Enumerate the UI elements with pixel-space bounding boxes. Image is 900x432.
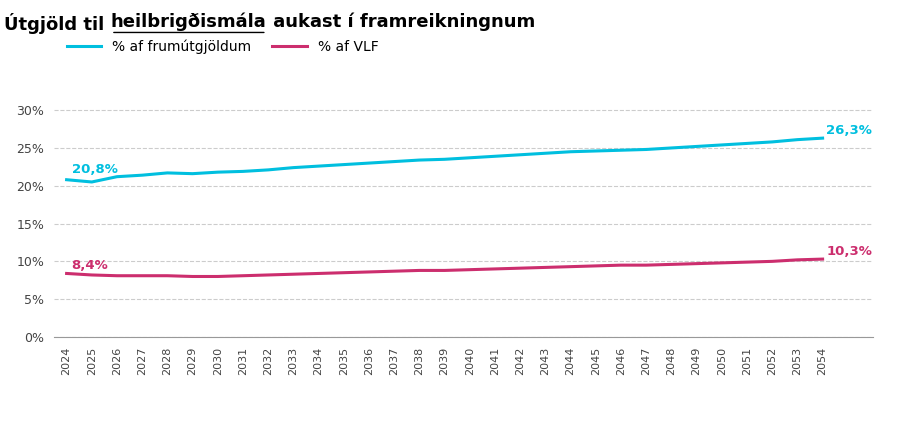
Text: heilbrigðismála: heilbrigðismála [111, 13, 266, 32]
Text: 10,3%: 10,3% [826, 245, 872, 258]
Text: aukast í framreikningnum: aukast í framreikningnum [266, 13, 535, 32]
Text: Útgjöld til: Útgjöld til [4, 13, 111, 34]
Text: 26,3%: 26,3% [826, 124, 872, 137]
Text: 20,8%: 20,8% [72, 163, 118, 176]
Text: 8,4%: 8,4% [72, 258, 108, 272]
Legend: % af frumútgjöldum, % af VLF: % af frumútgjöldum, % af VLF [61, 34, 384, 60]
